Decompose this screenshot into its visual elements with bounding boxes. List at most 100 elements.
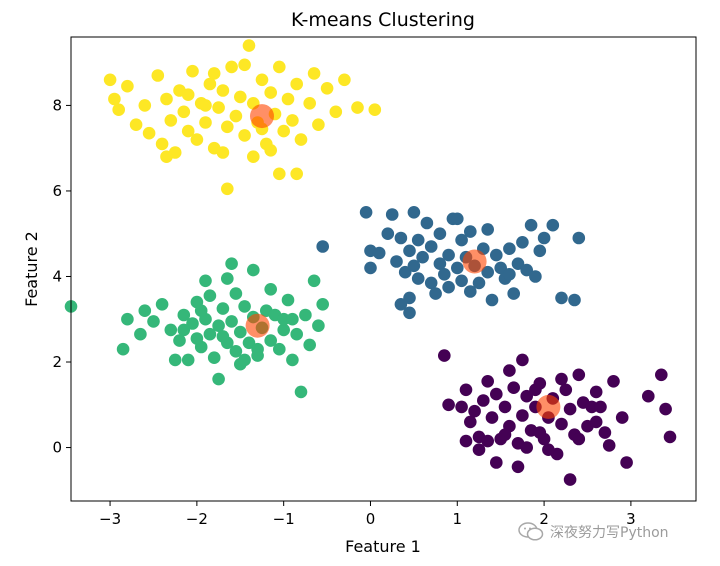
data-point [485,411,499,424]
data-point [238,353,251,367]
data-point [442,280,455,294]
data-point [316,240,330,253]
data-point [277,323,291,337]
data-point [403,306,416,320]
data-point [572,432,586,446]
data-point [411,233,425,247]
x-tick-label: 3 [626,510,636,528]
data-point [598,426,612,439]
data-point [494,261,508,275]
data-point [221,272,234,285]
x-tick-label: −1 [273,510,295,528]
data-point [121,79,134,93]
data-point [546,218,560,232]
data-point [438,349,451,362]
y-tick-label: 2 [52,353,62,371]
data-point [490,248,503,262]
data-point [234,90,247,104]
data-point [542,443,555,457]
data-point [472,443,486,457]
data-point [242,336,256,350]
data-point [455,233,468,247]
data-point [407,206,421,219]
data-point [568,293,581,307]
data-point [511,257,525,271]
data-point [299,308,312,322]
data-point [164,323,178,337]
data-point [312,118,325,131]
data-point [286,114,299,127]
data-point [212,372,225,386]
data-point [281,293,295,307]
data-point [351,101,364,114]
data-point [368,103,382,116]
data-point [468,404,481,418]
data-point [455,274,468,288]
data-point [485,293,499,307]
data-point [659,402,672,416]
data-point [403,244,416,258]
data-point [563,402,577,416]
data-point [416,250,429,264]
x-axis-label: Feature 1 [345,537,421,556]
data-point [264,144,278,157]
data-point [507,287,520,300]
data-point [290,327,304,341]
data-point [186,64,199,78]
data-point [229,287,243,300]
data-point [238,58,251,72]
data-point [433,257,447,271]
data-point [520,389,533,403]
data-point [190,133,204,146]
data-point [199,274,212,288]
data-point [290,167,304,181]
data-point [294,385,308,399]
data-point [238,300,251,313]
data-point [329,105,343,119]
data-point [464,415,477,429]
data-point [381,227,395,240]
data-point [307,67,321,80]
watermark: 深夜努力写Python [518,522,669,542]
data-point [286,353,299,367]
data-point [555,417,568,431]
data-point [498,400,512,414]
data-point [155,137,169,151]
data-point [216,146,230,159]
data-point [286,312,299,326]
data-point [264,334,278,347]
data-point [229,345,243,358]
data-point [516,236,529,249]
data-point [103,73,117,87]
y-axis: 0 2 4 6 8 [52,96,71,457]
data-point [655,368,668,382]
data-point [472,276,486,290]
centroid-markers [245,104,561,419]
data-point [407,259,421,273]
data-point [264,283,278,296]
data-point [411,272,425,285]
data-point [490,387,503,401]
data-point [225,315,238,328]
y-tick-label: 6 [52,182,62,200]
data-point [424,240,438,253]
data-point [320,82,334,95]
data-point [481,223,495,236]
data-point [394,298,408,311]
x-tick-label: −2 [186,510,208,528]
data-point [203,289,217,303]
data-point [563,473,577,486]
data-point [155,298,169,311]
data-point [186,317,199,330]
data-point [533,426,547,439]
data-point [247,150,260,163]
data-point [589,415,603,429]
y-tick-label: 8 [52,96,62,114]
data-point [212,101,225,114]
data-point [398,265,412,279]
data-point [555,291,568,305]
data-point [242,39,256,52]
data-point [589,385,603,399]
data-point [138,304,152,318]
data-point [238,129,251,142]
